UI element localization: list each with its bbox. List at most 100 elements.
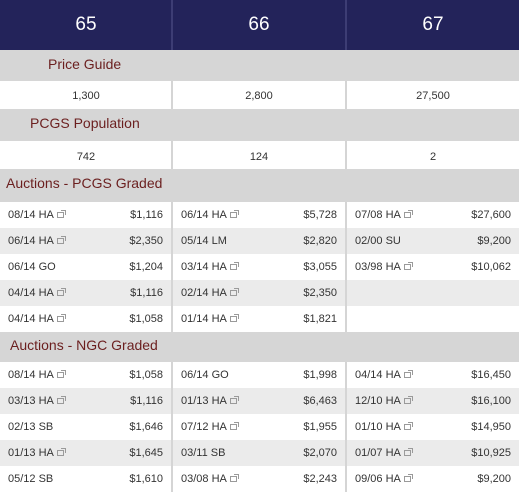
auction-sale[interactable]: 09/06 HA	[355, 466, 413, 492]
auction-price: $1,116	[130, 209, 163, 221]
external-link-icon[interactable]	[403, 422, 413, 430]
auction-date: 01/13	[181, 395, 209, 407]
external-link-icon[interactable]	[56, 288, 66, 296]
auction-sale: 05/12 SB	[8, 466, 53, 492]
auction-price: $2,820	[303, 235, 337, 247]
external-link-icon[interactable]	[229, 210, 239, 218]
auction-cell: 03/13 HA $1,116	[0, 388, 171, 414]
auction-cell: 05/14 LM $2,820	[173, 228, 345, 254]
external-link-icon[interactable]	[56, 210, 66, 218]
external-link-icon[interactable]	[229, 474, 239, 482]
auction-cell: 02/13 SB $1,646	[0, 414, 171, 440]
auction-cell: 04/14 HA $1,116	[0, 280, 171, 306]
column-divider	[171, 141, 173, 169]
auction-cell: 02/00 SU $9,200	[347, 228, 519, 254]
auction-house: GO	[38, 261, 56, 273]
external-link-icon[interactable]	[56, 314, 66, 322]
pcgs-population-row: 742 124 2	[0, 141, 519, 169]
auction-cell	[347, 280, 519, 306]
auction-sale[interactable]: 04/14 HA	[8, 306, 66, 332]
auction-sale[interactable]: 03/08 HA	[181, 466, 239, 492]
external-link-icon[interactable]	[403, 210, 413, 218]
auction-price: $2,070	[303, 447, 337, 459]
auction-sale[interactable]: 03/13 HA	[8, 388, 66, 414]
auctions-pcgs-label: Auctions - PCGS Graded	[6, 175, 163, 191]
auction-sale[interactable]: 03/98 HA	[355, 254, 413, 280]
auction-house: HA	[385, 209, 401, 221]
auction-house: HA	[38, 235, 54, 247]
auction-price: $2,243	[303, 473, 337, 485]
auction-sale[interactable]: 06/14 HA	[8, 228, 66, 254]
external-link-icon[interactable]	[56, 236, 66, 244]
pcgs-population-66: 124	[249, 151, 269, 163]
table-row: 04/14 HA $1,116 02/14 HA $2,350	[0, 280, 519, 306]
external-link-icon[interactable]	[56, 448, 66, 456]
external-link-icon[interactable]	[403, 396, 413, 404]
auction-date: 03/13	[8, 395, 36, 407]
external-link-icon[interactable]	[403, 448, 413, 456]
auction-sale: 03/11 SB	[181, 440, 225, 466]
auction-date: 02/14	[181, 287, 209, 299]
auction-sale[interactable]: 08/14 HA	[8, 202, 66, 228]
external-link-icon[interactable]	[229, 396, 239, 404]
auction-price: $6,463	[303, 395, 337, 407]
grade-header-66: 66	[248, 14, 270, 35]
auction-sale[interactable]: 01/07 HA	[355, 440, 413, 466]
auction-house: HA	[38, 209, 54, 221]
auction-cell: 03/08 HA $2,243	[173, 466, 345, 492]
auction-sale[interactable]: 01/13 HA	[181, 388, 239, 414]
auction-sale[interactable]: 01/13 HA	[8, 440, 66, 466]
auction-price: $1,204	[129, 261, 163, 273]
external-link-icon[interactable]	[403, 262, 413, 270]
auction-cell: 03/98 HA $10,062	[347, 254, 519, 280]
auction-price: $16,450	[471, 369, 511, 381]
auction-price: $2,350	[303, 287, 337, 299]
auction-sale[interactable]: 07/12 HA	[181, 414, 239, 440]
auction-price: $2,350	[129, 235, 163, 247]
external-link-icon[interactable]	[403, 370, 413, 378]
auction-sale[interactable]: 06/14 HA	[181, 202, 239, 228]
auction-date: 12/10	[355, 395, 383, 407]
auction-sale[interactable]: 03/14 HA	[181, 254, 239, 280]
grade-header-65: 65	[75, 14, 97, 35]
auction-house: HA	[211, 287, 227, 299]
auction-house: SB	[38, 421, 54, 433]
grade-header-67: 67	[422, 14, 444, 35]
external-link-icon[interactable]	[229, 314, 239, 322]
auctions-ngc-heading: Auctions - NGC Graded	[0, 332, 519, 362]
auction-price: $10,062	[471, 261, 511, 273]
auction-sale[interactable]: 08/14 HA	[8, 362, 66, 388]
auction-house: HA	[211, 395, 227, 407]
auction-sale[interactable]: 04/14 HA	[355, 362, 413, 388]
external-link-icon[interactable]	[229, 288, 239, 296]
auction-sale[interactable]: 07/08 HA	[355, 202, 413, 228]
auction-date: 02/13	[8, 421, 36, 433]
auction-date: 06/14	[181, 209, 209, 221]
auction-house: HA	[38, 369, 54, 381]
auction-date: 08/14	[8, 209, 36, 221]
auction-sale[interactable]: 01/14 HA	[181, 306, 239, 332]
auction-house: HA	[211, 209, 227, 221]
auction-cell: 04/14 HA $16,450	[347, 362, 519, 388]
auction-sale[interactable]: 12/10 HA	[355, 388, 413, 414]
auction-price: $1,116	[130, 395, 163, 407]
auction-sale[interactable]: 02/14 HA	[181, 280, 239, 306]
external-link-icon[interactable]	[229, 422, 239, 430]
auction-date: 01/10	[355, 421, 383, 433]
auction-price: $1,646	[129, 421, 163, 433]
external-link-icon[interactable]	[56, 370, 66, 378]
external-link-icon[interactable]	[229, 262, 239, 270]
table-row: 01/13 HA $1,645 03/11 SB $2,070 01/07 HA $10,…	[0, 440, 519, 466]
auction-sale[interactable]: 04/14 HA	[8, 280, 66, 306]
external-link-icon[interactable]	[56, 396, 66, 404]
auction-date: 07/12	[181, 421, 209, 433]
auction-date: 06/14	[181, 369, 209, 381]
external-link-icon[interactable]	[403, 474, 413, 482]
pcgs-population-65: 742	[76, 151, 96, 163]
auction-house: GO	[211, 369, 229, 381]
auction-cell: 02/14 HA $2,350	[173, 280, 345, 306]
auction-sale[interactable]: 01/10 HA	[355, 414, 413, 440]
auction-cell: 08/14 HA $1,116	[0, 202, 171, 228]
auction-house: HA	[385, 261, 401, 273]
